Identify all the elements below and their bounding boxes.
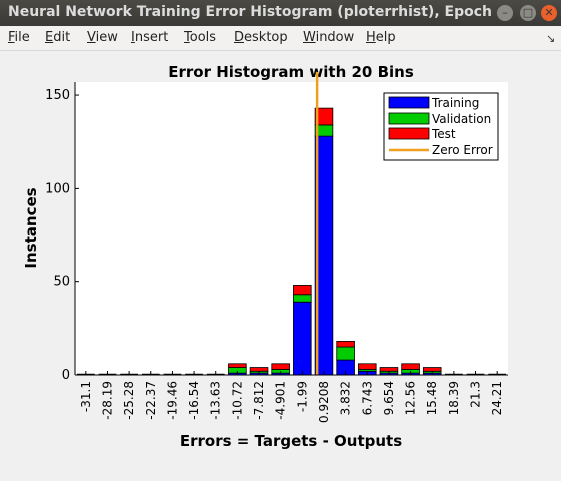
- chart-title: Error Histogram with 20 Bins: [168, 63, 414, 81]
- x-tick-label: -13.63: [209, 381, 223, 420]
- menu-edit[interactable]: Edit: [45, 30, 71, 45]
- x-tick-label: -22.37: [144, 381, 158, 420]
- x-tick-label: 3.832: [339, 381, 353, 415]
- x-tick-label: -1.99: [295, 381, 309, 412]
- bar-test-7: [228, 363, 247, 368]
- legend: Training Validation Test Zero Error: [383, 92, 499, 161]
- bar-test-12: [336, 341, 355, 348]
- x-tick-label: -25.28: [122, 381, 136, 420]
- histogram-chart: Error Histogram with 20 Bins 0 50 100 150 -…: [22, 63, 508, 450]
- bar-test-8: [249, 367, 269, 372]
- close-button[interactable]: ✕: [541, 5, 557, 21]
- x-tick-label: 12.56: [404, 381, 418, 415]
- bar-test-14: [379, 367, 399, 372]
- legend-swatch-validation: [388, 112, 430, 125]
- minimize-button[interactable]: –: [497, 5, 513, 21]
- y-ticks: 0 50 100 150: [45, 88, 79, 383]
- dock-figure-icon[interactable]: ↘: [546, 32, 556, 45]
- legend-swatch-test: [388, 127, 430, 140]
- x-axis-label: Errors = Targets - Outputs: [180, 432, 402, 450]
- bar-training-10: [293, 301, 312, 376]
- x-tick-label: -7.812: [252, 381, 266, 420]
- x-tick-label: -19.46: [165, 381, 179, 420]
- menu-desktop[interactable]: Desktop: [234, 30, 288, 45]
- x-tick-label: 0.9208: [317, 381, 331, 423]
- y-tick-label: 0: [62, 368, 70, 383]
- menu-tools[interactable]: Tools: [184, 30, 217, 45]
- title-bar[interactable]: Neural Network Training Error Histogram …: [0, 0, 561, 26]
- x-tick-label: 6.743: [360, 381, 374, 415]
- maximize-button[interactable]: □: [520, 5, 536, 21]
- legend-label-zero-error: Zero Error: [432, 143, 493, 157]
- x-tick-label: -31.1: [79, 381, 93, 412]
- menu-window[interactable]: Window: [303, 30, 355, 45]
- axes-lines: [74, 82, 508, 376]
- y-axis-label: Instances: [22, 187, 40, 268]
- y-tick-label: 50: [53, 275, 70, 290]
- legend-label-training: Training: [431, 96, 479, 110]
- x-tick-label: -16.54: [187, 381, 201, 420]
- legend-label-test: Test: [431, 127, 456, 141]
- x-ticks: -31.1 -28.19 -25.28 -22.37 -19.46 -16.54 -13.6…: [79, 371, 504, 423]
- legend-label-validation: Validation: [432, 112, 491, 126]
- x-tick-label: -28.19: [100, 381, 114, 420]
- x-tick-label: 18.39: [447, 381, 461, 415]
- bar-test-13: [357, 363, 377, 370]
- x-tick-label: -4.901: [274, 381, 288, 420]
- x-tick-label: 21.3: [469, 381, 483, 408]
- bar-validation-12: [336, 346, 355, 361]
- menu-file[interactable]: File: [8, 30, 30, 45]
- bar-test-10: [293, 285, 312, 296]
- window-title: Neural Network Training Error Histogram …: [8, 4, 493, 20]
- legend-swatch-training: [388, 96, 430, 109]
- y-tick-label: 100: [45, 181, 70, 196]
- menu-insert[interactable]: Insert: [131, 30, 169, 45]
- bar-validation-10: [293, 294, 312, 303]
- x-tick-label: 9.654: [382, 381, 396, 415]
- bar-test-15: [401, 363, 420, 370]
- bar-test-11: [314, 107, 334, 126]
- menu-bar: File Edit View Insert Tools Desktop Wind…: [0, 26, 561, 51]
- menu-view[interactable]: View: [87, 30, 118, 45]
- x-tick-label: 15.48: [425, 381, 439, 415]
- y-tick-label: 150: [45, 88, 70, 103]
- x-tick-label: 24.21: [490, 381, 504, 415]
- menu-help[interactable]: Help: [366, 30, 396, 45]
- bar-test-9: [271, 363, 290, 370]
- bar-test-16: [422, 367, 442, 372]
- x-tick-label: -10.72: [230, 381, 244, 420]
- figure-canvas: Error Histogram with 20 Bins 0 50 100 150 -…: [0, 51, 561, 477]
